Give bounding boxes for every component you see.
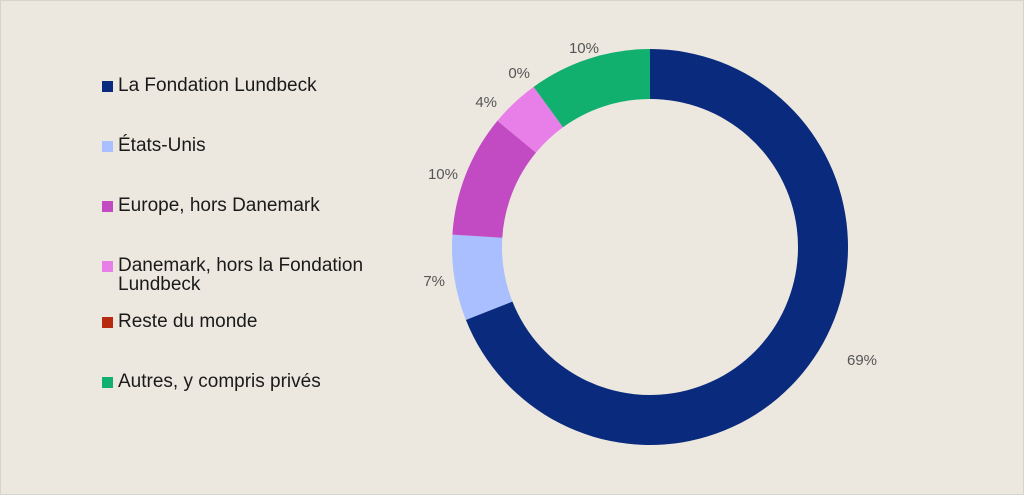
legend-item: Danemark, hors la Fondation Lundbeck xyxy=(102,256,402,294)
slice-data-label: 10% xyxy=(428,166,458,183)
legend-swatch xyxy=(102,317,113,328)
legend-swatch xyxy=(102,377,113,388)
legend-label: États-Unis xyxy=(118,135,206,156)
slice-data-label: 4% xyxy=(475,94,497,111)
legend-item: Reste du monde xyxy=(102,312,402,331)
donut-slice xyxy=(452,234,513,320)
donut-slice xyxy=(497,86,564,153)
legend-label: Europe, hors Danemark xyxy=(118,195,320,216)
legend-swatch xyxy=(102,261,113,272)
slice-data-label: 7% xyxy=(423,273,445,290)
slice-data-label: 10% xyxy=(569,40,599,57)
legend-label: La Fondation Lundbeck xyxy=(118,75,317,96)
donut-slice xyxy=(533,49,650,128)
donut-slice xyxy=(452,120,536,238)
legend-swatch xyxy=(102,201,113,212)
slice-data-label: 69% xyxy=(847,352,877,369)
legend-label: Autres, y compris privés xyxy=(118,371,321,392)
legend-item: Europe, hors Danemark xyxy=(102,196,402,215)
legend-item: La Fondation Lundbeck xyxy=(102,76,402,95)
legend-item: Autres, y compris privés xyxy=(102,372,402,391)
legend-swatch xyxy=(102,81,113,92)
legend-label: Danemark, hors la Fondation Lundbeck xyxy=(118,255,364,295)
legend-swatch xyxy=(102,141,113,152)
legend-item: États-Unis xyxy=(102,136,402,155)
slice-data-label: 0% xyxy=(508,65,530,82)
legend-label: Reste du monde xyxy=(118,311,258,332)
